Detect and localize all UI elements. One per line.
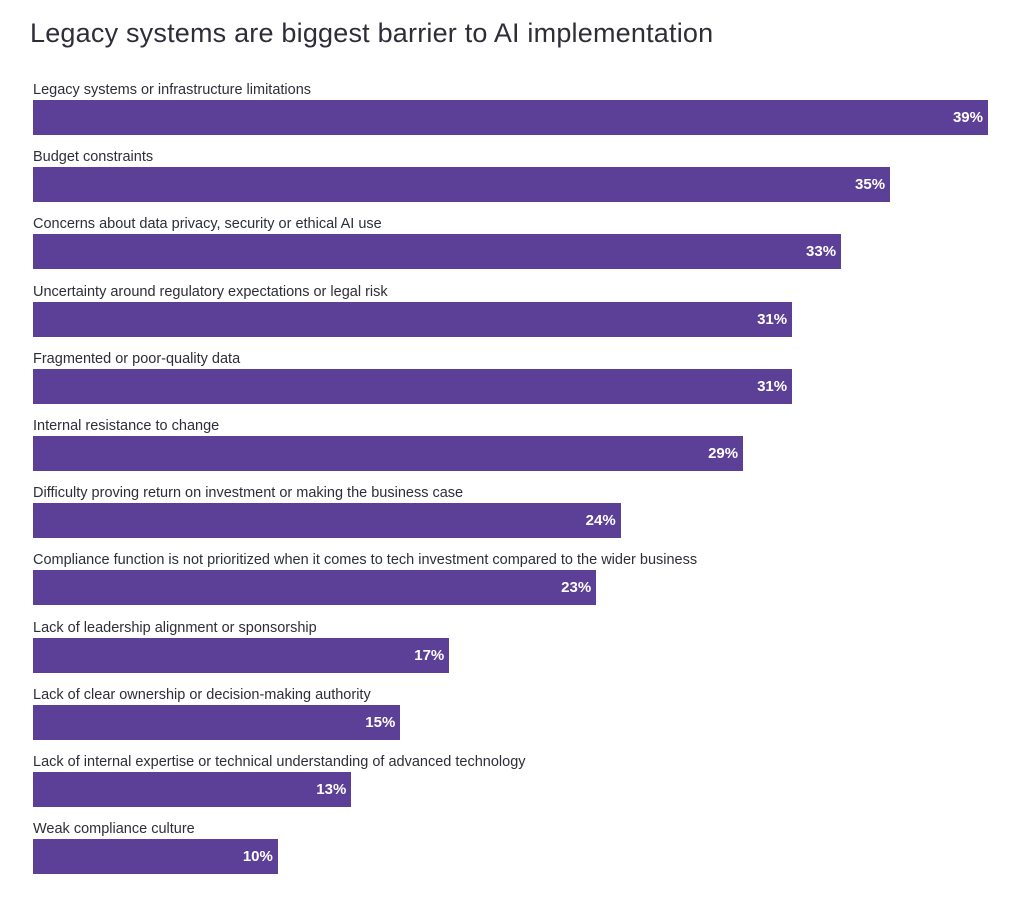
category-label: Concerns about data privacy, security or… [33, 216, 382, 233]
bar: 10% [33, 839, 278, 875]
value-label: 29% [708, 444, 739, 462]
bar: 23% [33, 570, 597, 606]
bar: 39% [33, 100, 988, 135]
bar: 35% [33, 167, 891, 203]
bar-row: Lack of internal expertise or technical … [33, 754, 993, 821]
category-label: Lack of leadership alignment or sponsors… [33, 619, 317, 636]
bar: 15% [33, 704, 401, 740]
value-label: 31% [757, 377, 788, 395]
bar-row: Legacy systems or infrastructure limitat… [33, 82, 993, 149]
value-label: 31% [757, 310, 788, 328]
value-label: 10% [242, 848, 273, 866]
value-label: 23% [561, 579, 592, 597]
bar: 31% [33, 368, 793, 404]
category-label: Weak compliance culture [33, 821, 195, 838]
bar-row: Budget constraints 35% [33, 149, 993, 216]
category-label: Lack of internal expertise or technical … [33, 753, 526, 770]
bar-row: Lack of clear ownership or decision-maki… [33, 687, 993, 754]
bar-row: Compliance function is not prioritized w… [33, 552, 993, 619]
category-label: Uncertainty around regulatory expectatio… [33, 283, 388, 300]
bar-row: Uncertainty around regulatory expectatio… [33, 284, 993, 351]
chart-title: Legacy systems are biggest barrier to AI… [30, 18, 714, 48]
bar-chart: Legacy systems or infrastructure limitat… [33, 82, 993, 888]
value-label: 17% [414, 646, 445, 664]
bar: 33% [33, 234, 842, 270]
value-label: 39% [952, 109, 983, 126]
bar-row: Weak compliance culture 10% [33, 821, 993, 888]
value-label: 13% [316, 780, 347, 798]
category-label: Fragmented or poor-quality data [33, 350, 241, 367]
value-label: 35% [855, 176, 886, 194]
bar: 13% [33, 771, 352, 807]
value-label: 24% [585, 512, 616, 530]
category-label: Lack of clear ownership or decision-maki… [33, 686, 371, 703]
bar-row: Internal resistance to change 29% [33, 418, 993, 485]
category-label: Difficulty proving return on investment … [33, 485, 464, 502]
bar-row: Lack of leadership alignment or sponsors… [33, 620, 993, 687]
category-label: Compliance function is not prioritized w… [33, 552, 698, 569]
bar: 17% [33, 637, 450, 673]
value-label: 33% [806, 243, 837, 261]
value-label: 15% [365, 713, 396, 731]
bar: 24% [33, 503, 621, 539]
bar: 29% [33, 435, 744, 471]
bar: 31% [33, 301, 793, 337]
category-label: Internal resistance to change [33, 417, 220, 434]
bar-row: Fragmented or poor-quality data 31% [33, 351, 993, 418]
bar-row: Difficulty proving return on investment … [33, 485, 993, 552]
category-label: Budget constraints [33, 149, 154, 166]
category-label: Legacy systems or infrastructure limitat… [33, 82, 312, 98]
bar-row: Concerns about data privacy, security or… [33, 216, 993, 283]
